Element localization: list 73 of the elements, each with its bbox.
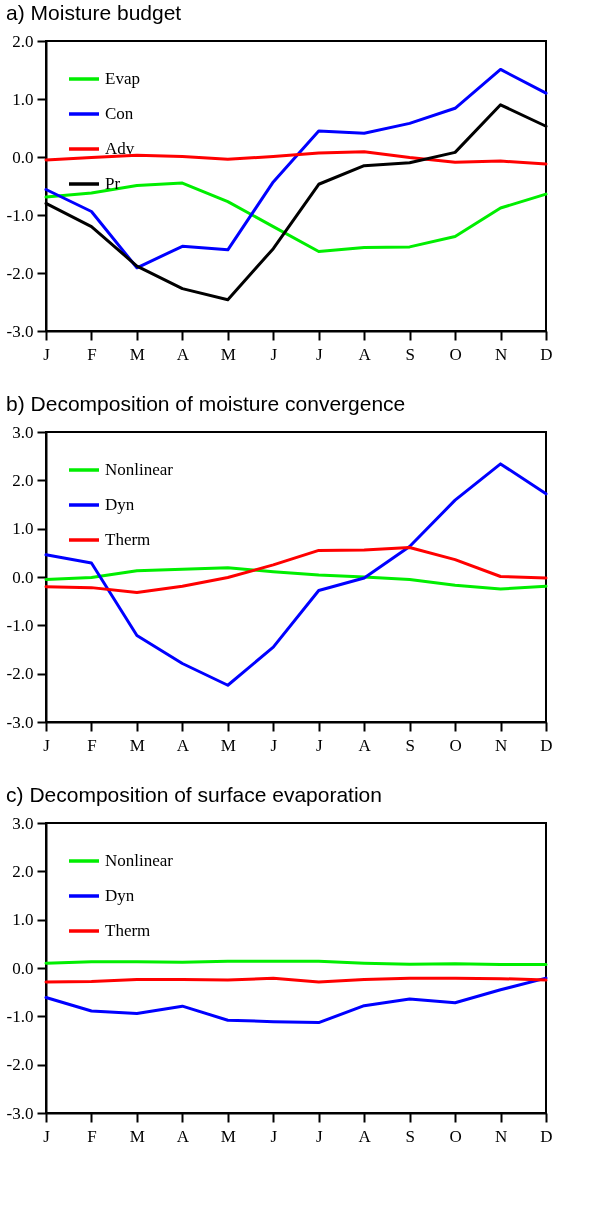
chart-title: a) Moisture budget [6,1,182,24]
x-tick-label: J [315,1126,323,1146]
y-tick-label: 2.0 [12,861,34,881]
y-tick-label: -3.0 [6,321,34,341]
y-tick-label: -3.0 [6,1103,34,1123]
x-tick-label: N [494,735,508,755]
x-tick-label: N [494,1126,508,1146]
x-tick-label: O [449,344,462,364]
x-tick-label: N [494,344,508,364]
x-tick-label: S [405,344,415,364]
chart-title: c) Decomposition of surface evaporation [6,783,382,806]
y-tick-label: -2.0 [6,263,34,283]
y-tick-label: 0.0 [12,147,34,167]
line-series [44,462,548,687]
y-tick-label: 1.0 [12,910,34,930]
x-tick-label: F [87,1126,97,1146]
chart-title: b) Decomposition of moisture convergence [6,392,406,415]
y-tick-label: -1.0 [6,205,34,225]
x-tick-label: M [220,735,236,755]
x-tick-label: J [315,735,323,755]
y-tick-label: 3.0 [12,813,34,833]
legend-label: Con [105,104,134,123]
legend-label: Dyn [105,495,135,514]
x-tick-label: D [540,735,553,755]
line-series [44,546,548,594]
y-tick-label: -3.0 [6,712,34,732]
x-tick-label: A [358,1126,372,1146]
x-tick-label: J [270,344,278,364]
x-tick-label: J [43,344,51,364]
legend-label: Therm [105,530,151,549]
x-tick-label: J [43,1126,51,1146]
line-series [44,566,548,591]
y-tick-label: 0.0 [12,958,34,978]
x-tick-label: M [129,344,145,364]
x-tick-label: M [129,735,145,755]
line-series [44,67,548,270]
x-tick-label: F [87,735,97,755]
x-tick-label: D [540,344,553,364]
x-tick-label: A [358,735,372,755]
legend-label: Nonlinear [105,851,174,870]
line-series [44,976,548,1025]
x-tick-label: A [176,1126,190,1146]
x-tick-label: S [405,1126,415,1146]
x-tick-label: M [220,1126,236,1146]
y-tick-label: 2.0 [12,470,34,490]
legend-label: Nonlinear [105,460,174,479]
y-tick-label: -2.0 [6,664,34,684]
x-tick-label: J [270,735,278,755]
y-tick-label: -1.0 [6,615,34,635]
y-tick-label: 1.0 [12,89,34,109]
legend-label: Adv [105,139,135,158]
x-tick-label: F [87,344,97,364]
x-tick-label: M [220,344,236,364]
x-tick-label: J [315,344,323,364]
legend-label: Therm [105,921,151,940]
x-tick-label: J [270,1126,278,1146]
y-tick-label: -1.0 [6,1006,34,1026]
legend-label: Evap [105,69,140,88]
x-tick-label: J [43,735,51,755]
x-tick-label: A [176,735,190,755]
y-tick-label: 0.0 [12,567,34,587]
x-tick-label: D [540,1126,553,1146]
y-tick-label: 1.0 [12,519,34,539]
x-tick-label: A [358,344,372,364]
legend-label: Dyn [105,886,135,905]
x-tick-label: O [449,1126,462,1146]
y-tick-label: -2.0 [6,1055,34,1075]
x-tick-label: M [129,1126,145,1146]
y-tick-label: 3.0 [12,422,34,442]
x-tick-label: O [449,735,462,755]
x-tick-label: A [176,344,190,364]
x-tick-label: S [405,735,415,755]
y-tick-label: 2.0 [12,31,34,51]
